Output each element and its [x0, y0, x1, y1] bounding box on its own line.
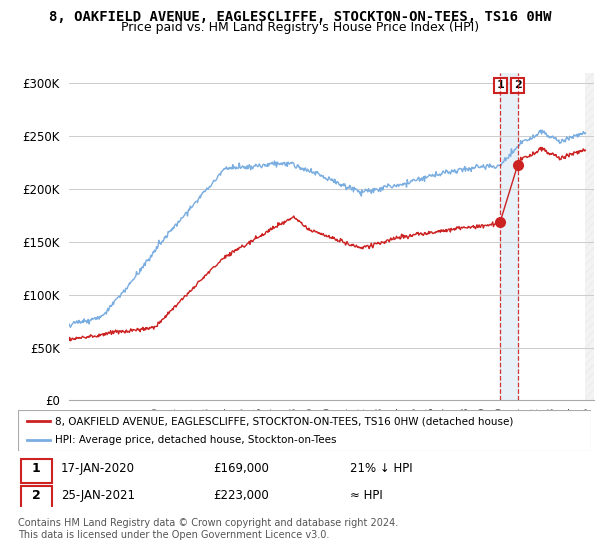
Text: Contains HM Land Registry data © Crown copyright and database right 2024.
This d: Contains HM Land Registry data © Crown c… [18, 518, 398, 540]
Text: ≈ HPI: ≈ HPI [350, 489, 383, 502]
Text: 17-JAN-2020: 17-JAN-2020 [61, 461, 135, 475]
Text: 1: 1 [32, 461, 41, 475]
Text: 2: 2 [514, 81, 521, 91]
Text: Price paid vs. HM Land Registry's House Price Index (HPI): Price paid vs. HM Land Registry's House … [121, 21, 479, 34]
Bar [21, 459, 52, 483]
Bar [500, 73, 518, 400]
Text: 1: 1 [496, 81, 504, 91]
Text: 8, OAKFIELD AVENUE, EAGLESCLIFFE, STOCKTON-ON-TEES, TS16 0HW (detached house): 8, OAKFIELD AVENUE, EAGLESCLIFFE, STOCKT… [55, 417, 514, 426]
Bar [21, 486, 52, 510]
Text: £169,000: £169,000 [213, 461, 269, 475]
Text: 2: 2 [32, 489, 41, 502]
Text: HPI: Average price, detached house, Stockton-on-Tees: HPI: Average price, detached house, Stoc… [55, 435, 337, 445]
Text: 8, OAKFIELD AVENUE, EAGLESCLIFFE, STOCKTON-ON-TEES, TS16 0HW: 8, OAKFIELD AVENUE, EAGLESCLIFFE, STOCKT… [49, 10, 551, 24]
Bar [586, 73, 594, 400]
Text: 21% ↓ HPI: 21% ↓ HPI [350, 461, 413, 475]
Text: 25-JAN-2021: 25-JAN-2021 [61, 489, 135, 502]
Text: £223,000: £223,000 [213, 489, 269, 502]
